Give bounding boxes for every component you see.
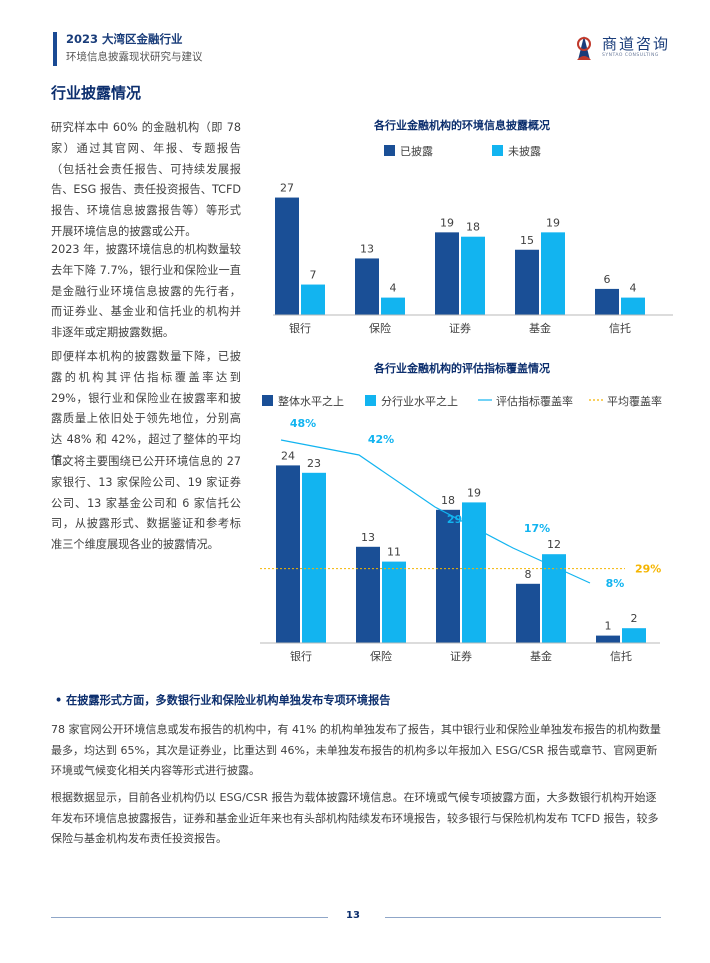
chart2-coverage-line bbox=[280, 439, 591, 584]
chart2-bar-证券-整体水平之上 bbox=[436, 509, 460, 643]
logo-subtext: SYNTAO CONSULTING bbox=[602, 53, 659, 58]
chart2-bar-信托-分行业水平之上 bbox=[622, 628, 646, 643]
chart2-title: 各行业金融机构的评估指标覆盖情况 bbox=[373, 361, 550, 375]
logo-emblem-icon bbox=[577, 36, 591, 60]
chart2-bar-信托-整体水平之上 bbox=[596, 635, 620, 643]
chart2-coverage-label: 48% bbox=[290, 417, 316, 430]
chart1-value-label: 7 bbox=[310, 269, 317, 282]
chart2-category-label: 保险 bbox=[370, 649, 392, 663]
chart2-legend-label-1: 整体水平之上 bbox=[278, 394, 344, 408]
chart2-legend-label-avg: 平均覆盖率 bbox=[607, 394, 662, 408]
chart1-legend-label-2: 未披露 bbox=[508, 144, 541, 158]
chart2-bar-基金-整体水平之上 bbox=[516, 583, 540, 643]
chart2-category-label: 证券 bbox=[450, 649, 472, 663]
chart1-category-label: 信托 bbox=[609, 321, 631, 335]
chart1-legend-label-1: 已披露 bbox=[400, 144, 433, 158]
chart1-bar-信托-已披露 bbox=[595, 288, 619, 315]
chart2-average-label: 29% bbox=[635, 563, 661, 576]
chart2-category-label: 基金 bbox=[530, 649, 552, 663]
chart2-legend-swatch-2 bbox=[365, 395, 376, 406]
syntao-logo bbox=[577, 36, 591, 60]
chart2-value-label: 2 bbox=[631, 612, 638, 625]
chart2-value-label: 8 bbox=[525, 568, 532, 581]
chart1-value-label: 15 bbox=[520, 234, 534, 247]
chart1-value-label: 27 bbox=[280, 182, 294, 195]
chart2-value-label: 18 bbox=[441, 494, 455, 507]
indicator-coverage-chart: 各行业金融机构的评估指标覆盖情况 整体水平之上 分行业水平之上 评估指标覆盖率 … bbox=[260, 361, 662, 663]
chart2-legend-label-2: 分行业水平之上 bbox=[381, 394, 458, 408]
outline-paragraph: 下文将主要围绕已公开环境信息的 27 家银行、13 家保险公司、19 家证券公司… bbox=[51, 455, 241, 552]
chart2-coverage-label: 17% bbox=[524, 522, 550, 535]
body-paragraph-1: 78 家官网公开环境信息或发布报告的机构中，有 41% 的机构单独发布了报告，其… bbox=[51, 723, 661, 778]
chart2-value-label: 24 bbox=[281, 449, 295, 462]
report-subtitle: 环境信息披露现状研究与建议 bbox=[66, 51, 203, 63]
chart1-value-label: 19 bbox=[546, 216, 560, 229]
chart2-bar-银行-整体水平之上 bbox=[276, 465, 300, 643]
footer-line-left bbox=[51, 917, 328, 918]
chart1-bar-保险-已披露 bbox=[355, 258, 379, 315]
chart1-category-label: 基金 bbox=[529, 321, 551, 335]
chart1-value-label: 4 bbox=[630, 282, 637, 295]
chart1-bar-银行-未披露 bbox=[301, 284, 325, 315]
report-title: 2023 大湾区金融行业 bbox=[66, 32, 183, 46]
chart1-legend-swatch-1 bbox=[384, 145, 395, 156]
header-accent-bar bbox=[53, 32, 57, 66]
chart1-bar-证券-未披露 bbox=[461, 236, 485, 315]
body-paragraph-2: 根据数据显示，目前各业机构仍以 ESG/CSR 报告为载体披露环境信息。在环境或… bbox=[51, 791, 659, 846]
chart1-value-label: 19 bbox=[440, 216, 454, 229]
chart2-coverage-label: 42% bbox=[368, 433, 394, 446]
chart2-value-label: 11 bbox=[387, 546, 401, 559]
chart2-value-label: 12 bbox=[547, 538, 561, 551]
chart1-bar-保险-未披露 bbox=[381, 297, 405, 315]
chart2-value-label: 13 bbox=[361, 531, 375, 544]
chart1-value-label: 4 bbox=[390, 282, 397, 295]
chart2-bar-证券-分行业水平之上 bbox=[462, 502, 486, 643]
footer-line-right bbox=[385, 917, 661, 918]
section-bullet-heading: • 在披露形式方面，多数银行业和保险业机构单独发布专项环境报告 bbox=[55, 694, 391, 707]
disclosure-overview-chart: 各行业金融机构的环境信息披露概况 已披露 未披露 27 7 银行 13 4 保险 19 18 证… bbox=[273, 118, 673, 335]
chart1-value-label: 6 bbox=[604, 273, 611, 286]
chart1-value-label: 18 bbox=[466, 221, 480, 234]
coverage-paragraph: 即便样本机构的披露数量下降，已披露的机构其评估指标覆盖率达到 29%，银行业和保… bbox=[51, 350, 241, 467]
chart1-bar-银行-已披露 bbox=[275, 197, 299, 315]
intro-paragraph: 研究样本中 60% 的金融机构（即 78 家）通过其官网、年报、专题报告（包括社… bbox=[51, 121, 241, 238]
chart1-category-label: 银行 bbox=[289, 321, 311, 335]
logo-wordmark: 商道咨询 bbox=[602, 35, 671, 53]
chart2-legend-swatch-1 bbox=[262, 395, 273, 406]
chart2-category-label: 银行 bbox=[290, 649, 312, 663]
chart1-bar-证券-已披露 bbox=[435, 232, 459, 315]
chart2-value-label: 19 bbox=[467, 486, 481, 499]
chart1-category-label: 证券 bbox=[449, 321, 471, 335]
chart2-category-label: 信托 bbox=[610, 649, 632, 663]
chart2-bar-保险-整体水平之上 bbox=[356, 546, 380, 643]
chart1-bar-基金-已披露 bbox=[515, 249, 539, 315]
chart2-value-label: 23 bbox=[307, 457, 321, 470]
section-title: 行业披露情况 bbox=[51, 84, 142, 102]
page-number: 13 bbox=[346, 910, 360, 921]
chart1-legend-swatch-2 bbox=[492, 145, 503, 156]
chart2-bar-银行-分行业水平之上 bbox=[302, 472, 326, 643]
chart1-bar-基金-未披露 bbox=[541, 232, 565, 315]
chart2-coverage-label: 29% bbox=[447, 513, 473, 526]
chart2-coverage-label: 8% bbox=[606, 577, 625, 590]
chart1-bar-信托-未披露 bbox=[621, 297, 645, 315]
chart2-value-label: 1 bbox=[605, 620, 612, 633]
chart2-legend-label-line: 评估指标覆盖率 bbox=[496, 394, 573, 408]
chart1-title: 各行业金融机构的环境信息披露概况 bbox=[373, 118, 550, 132]
chart2-bar-基金-分行业水平之上 bbox=[542, 554, 566, 643]
trend-paragraph: 2023 年，披露环境信息的机构数量较去年下降 7.7%，银行业和保险业一直是金… bbox=[51, 243, 241, 340]
chart1-value-label: 13 bbox=[360, 242, 374, 255]
chart1-category-label: 保险 bbox=[369, 321, 391, 335]
chart2-bar-保险-分行业水平之上 bbox=[382, 561, 406, 643]
